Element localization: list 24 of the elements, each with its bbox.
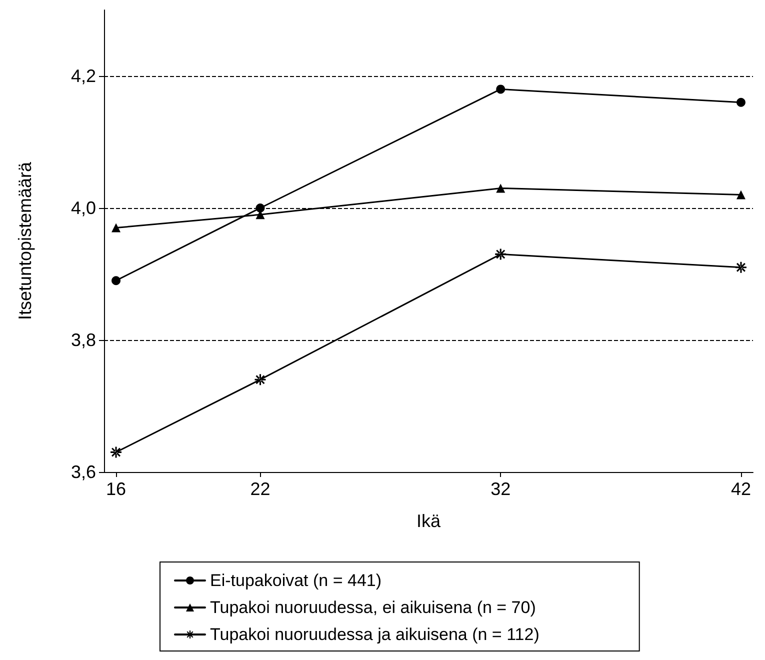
y-axis-title: Itsetuntopistemäärä	[15, 160, 35, 320]
x-tick-label: 16	[106, 479, 126, 499]
x-axis-title: Ikä	[416, 511, 442, 531]
y-tick-label: 3,6	[70, 462, 96, 482]
y-tick-label: 4,0	[70, 198, 96, 218]
point	[256, 204, 265, 212]
x-tick-label: 42	[730, 479, 751, 499]
legend-label: Ei-tupakoivat (n = 441)	[210, 571, 382, 590]
point	[495, 248, 506, 260]
point	[254, 374, 266, 386]
x-tick-label: 22	[250, 479, 270, 499]
legend-label: Tupakoi nuoruudessa ja aikuisena (n = 112)	[210, 625, 540, 644]
point	[736, 190, 746, 200]
point	[112, 276, 121, 286]
point	[110, 446, 122, 458]
x-tick-label: 32	[490, 479, 511, 499]
legend-label: Tupakoi nuoruudessa, ei aikuisena (n = 70)	[210, 598, 536, 617]
y-tick-label: 3,8	[70, 330, 96, 350]
y-tick-label: 4,2	[70, 66, 96, 86]
point	[496, 184, 506, 193]
point	[735, 262, 746, 273]
point	[736, 98, 746, 107]
point	[112, 223, 121, 232]
point	[496, 84, 506, 94]
